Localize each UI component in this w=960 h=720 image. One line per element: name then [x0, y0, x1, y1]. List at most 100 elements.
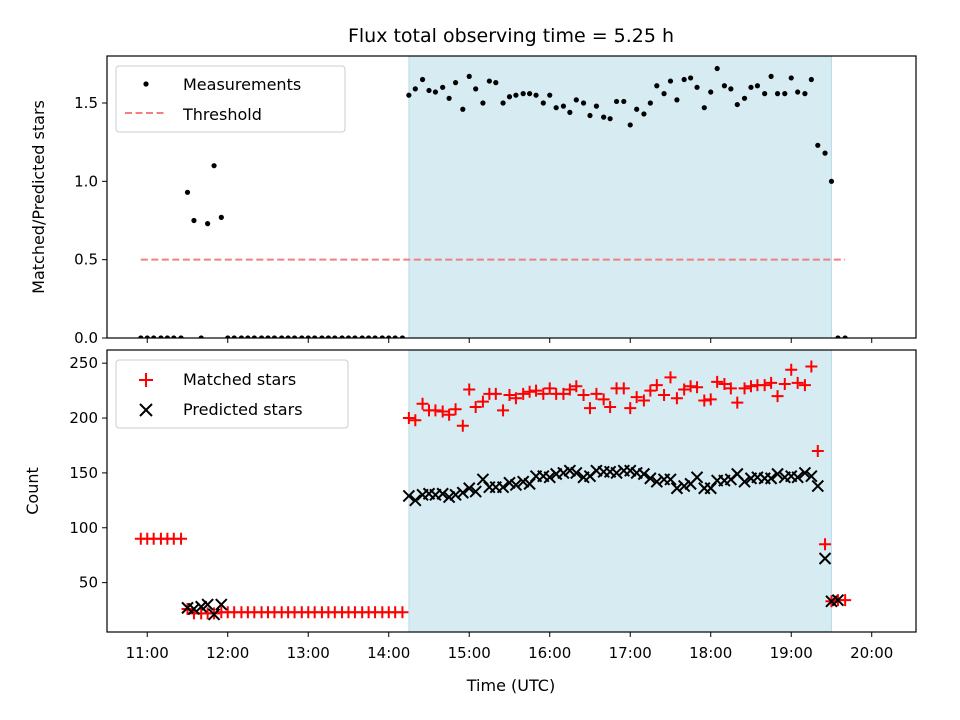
measurement-point [835, 335, 841, 338]
top-legend: Measurements Threshold [115, 65, 346, 133]
matched-star-point [590, 387, 603, 400]
predicted-star-point [456, 486, 470, 499]
matched-star-point [402, 412, 415, 425]
top-y-tick-label: 0.5 [74, 251, 98, 269]
measurement-point [440, 84, 446, 90]
measurement-point [279, 335, 285, 338]
legend-matched-marker [139, 373, 153, 387]
matched-star-point [664, 371, 677, 384]
matched-star-point [416, 397, 429, 410]
measurement-point [238, 335, 245, 338]
legend-threshold-label: Threshold [182, 105, 262, 124]
matched-star-point [443, 408, 456, 421]
matched-star-point [758, 379, 771, 392]
matched-star-point [744, 380, 757, 393]
x-tick-label: 11:00 [126, 644, 169, 662]
matched-star-point [497, 404, 510, 417]
x-tick-label: 12:00 [206, 644, 249, 662]
legend-measurements-label: Measurements [183, 75, 301, 94]
matched-star-point [684, 380, 697, 393]
matched-star-point [771, 390, 784, 403]
measurement-point [372, 335, 378, 338]
bottom-y-axis-label: Count [23, 467, 42, 515]
matched-star-point [650, 379, 663, 392]
measurement-point [607, 116, 613, 122]
measurement-point [802, 91, 808, 97]
predicted-star-point [469, 485, 482, 498]
measurement-point [506, 94, 513, 100]
measurement-point [768, 73, 774, 79]
measurement-point [258, 335, 265, 338]
matched-star-point [597, 393, 610, 406]
matched-star-point [456, 419, 469, 432]
predicted-star-point [409, 494, 422, 507]
measurement-point [419, 76, 426, 83]
predicted-star-point [791, 471, 804, 484]
bottom-legend: Matched stars Predicted stars [115, 359, 349, 429]
bottom-y-tick-label: 50 [79, 574, 98, 592]
bottom-panel: 11:00 12:00 13:00 14:00 15:00 16:00 17:00 18:00… [23, 349, 917, 695]
measurement-point [734, 101, 740, 108]
predicted-star-point [690, 471, 704, 484]
measurement-point [701, 105, 707, 111]
matched-star-point [604, 401, 617, 414]
measurement-point [527, 91, 533, 97]
matched-star-point [698, 394, 711, 407]
top-y-tick-label: 1.0 [74, 172, 98, 190]
measurement-point [198, 335, 204, 338]
x-tick-label: 13:00 [287, 644, 330, 662]
matched-star-point [637, 394, 650, 407]
measurement-point [352, 335, 358, 338]
predicted-star-point [771, 467, 784, 481]
predicted-star-point [463, 482, 476, 495]
matched-star-point [570, 380, 583, 393]
predicted-star-point [449, 488, 462, 502]
measurement-point [774, 91, 781, 97]
measurement-point [641, 111, 647, 117]
predicted-star-point [543, 471, 556, 484]
measurement-point [815, 142, 821, 148]
matched-star-point [436, 405, 449, 418]
matched-star-point [537, 387, 550, 400]
predicted-star-point [811, 479, 825, 493]
matched-star-point [409, 414, 422, 427]
measurement-point [822, 150, 828, 156]
measurement-point [432, 89, 439, 95]
predicted-star-point [650, 475, 664, 488]
measurement-point [379, 335, 385, 338]
measurement-point [714, 65, 720, 72]
measurement-point [601, 114, 607, 120]
measurement-point [386, 335, 392, 338]
matched-star-point [785, 363, 798, 376]
matched-star-point [449, 403, 462, 416]
measurement-point [593, 103, 600, 109]
predicted-stars-series [181, 464, 845, 621]
predicted-star-point [818, 552, 832, 565]
matched-star-point [509, 392, 522, 405]
top-observing-window-shade [408, 55, 832, 339]
measurement-point [842, 335, 848, 338]
matched-star-point [396, 606, 409, 619]
measurement-point [251, 335, 257, 338]
matched-star-point [731, 396, 744, 409]
measurement-point [754, 83, 761, 89]
measurement-point [291, 335, 298, 338]
measurement-point [828, 178, 835, 184]
x-axis-label: Time (UTC) [466, 676, 555, 695]
predicted-star-point [738, 475, 751, 488]
matched-star-point [691, 381, 704, 394]
matched-star-point [791, 376, 804, 389]
bottom-y-tick-label: 100 [69, 519, 98, 537]
measurement-point [694, 84, 700, 90]
matched-star-point [711, 375, 724, 388]
chart-title: Flux total observing time = 5.25 h [348, 25, 674, 47]
legend-matched-label: Matched stars [183, 370, 296, 389]
matched-star-point [658, 388, 671, 401]
predicted-star-point [496, 480, 510, 494]
measurement-point [325, 335, 331, 338]
matched-star-point [630, 391, 643, 404]
measurement-point [741, 95, 748, 101]
measurement-point [553, 105, 559, 111]
matched-star-point [724, 382, 737, 395]
measurement-point [392, 335, 398, 338]
